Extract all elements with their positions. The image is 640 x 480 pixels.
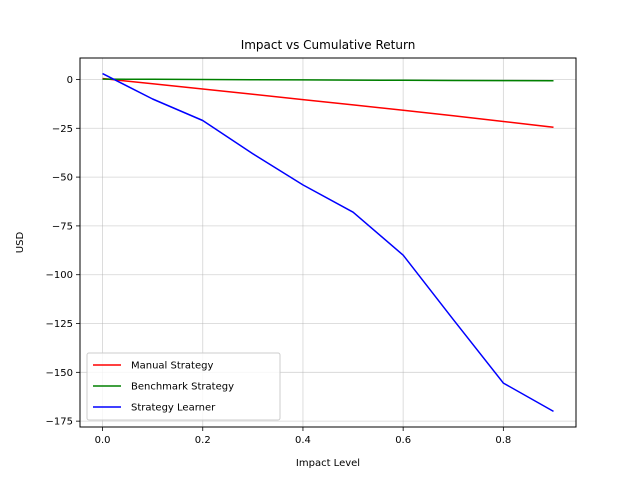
legend-entry: Benchmark Strategy <box>131 382 234 393</box>
y-tick-label: −75 <box>52 221 73 232</box>
y-tick-label: −150 <box>46 368 73 379</box>
legend-entry: Strategy Learner <box>131 403 216 414</box>
x-tick-label: 0.2 <box>195 435 211 446</box>
legend-box <box>86 352 281 421</box>
legend-entry: Manual Strategy <box>131 361 213 372</box>
y-tick-label: −175 <box>46 417 73 428</box>
x-tick-label: 0.8 <box>495 435 511 446</box>
series-line-1 <box>102 78 554 82</box>
plot-frame <box>79 57 577 428</box>
x-axis-label: Impact Level <box>296 458 360 469</box>
grid <box>80 58 576 427</box>
y-axis-ticks: 0 −25 −50 −75 −100 −125 −150 −175 <box>46 75 80 428</box>
legend: Manual Strategy Benchmark Strategy Strateg… <box>86 352 281 421</box>
series-line-2 <box>102 72 554 413</box>
series-line-0 <box>102 77 554 129</box>
y-tick-label: 0 <box>67 75 73 86</box>
chart-title: Impact vs Cumulative Return <box>241 38 416 52</box>
x-tick-label: 0.4 <box>295 435 311 446</box>
y-tick-label: −25 <box>52 124 73 135</box>
y-tick-label: −125 <box>46 319 73 330</box>
y-tick-label: −100 <box>46 270 73 281</box>
x-tick-label: 0.0 <box>95 435 111 446</box>
y-axis-label: USD <box>15 232 26 254</box>
y-tick-label: −50 <box>52 173 73 184</box>
x-axis-ticks: 0.0 0.2 0.4 0.6 0.8 <box>95 427 511 446</box>
series-lines <box>102 72 554 413</box>
x-tick-label: 0.6 <box>395 435 411 446</box>
